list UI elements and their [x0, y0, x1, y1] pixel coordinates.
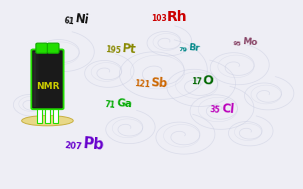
Bar	[34, 52, 36, 107]
Text: Ga: Ga	[116, 98, 132, 110]
Text: NMR: NMR	[36, 81, 59, 91]
FancyBboxPatch shape	[47, 43, 59, 53]
Bar	[37, 107, 42, 123]
Text: 17: 17	[191, 77, 202, 86]
Text: Cl: Cl	[221, 102, 235, 116]
Bar	[53, 107, 58, 123]
Bar	[45, 107, 50, 123]
Text: 95: 95	[233, 41, 242, 47]
Text: 71: 71	[105, 100, 116, 110]
Text: Pt: Pt	[121, 42, 137, 56]
Text: Mo: Mo	[242, 37, 258, 48]
Text: Sb: Sb	[150, 76, 168, 90]
Text: Pb: Pb	[82, 136, 105, 153]
Bar	[33, 52, 35, 107]
Bar	[35, 52, 37, 107]
Text: 61: 61	[63, 16, 75, 26]
Bar	[38, 52, 39, 107]
Text: Rh: Rh	[167, 10, 187, 24]
Text: 79: 79	[178, 47, 188, 52]
Text: Br: Br	[188, 43, 200, 53]
Text: 35: 35	[210, 105, 221, 115]
Bar	[37, 52, 38, 107]
Ellipse shape	[22, 115, 73, 126]
Text: 207: 207	[64, 141, 82, 152]
Text: 195: 195	[105, 45, 121, 55]
Text: Ni: Ni	[75, 12, 90, 27]
Text: 121: 121	[134, 79, 150, 89]
FancyBboxPatch shape	[36, 43, 48, 53]
Text: O: O	[202, 74, 213, 87]
Text: 103: 103	[151, 14, 167, 23]
FancyBboxPatch shape	[31, 50, 64, 109]
